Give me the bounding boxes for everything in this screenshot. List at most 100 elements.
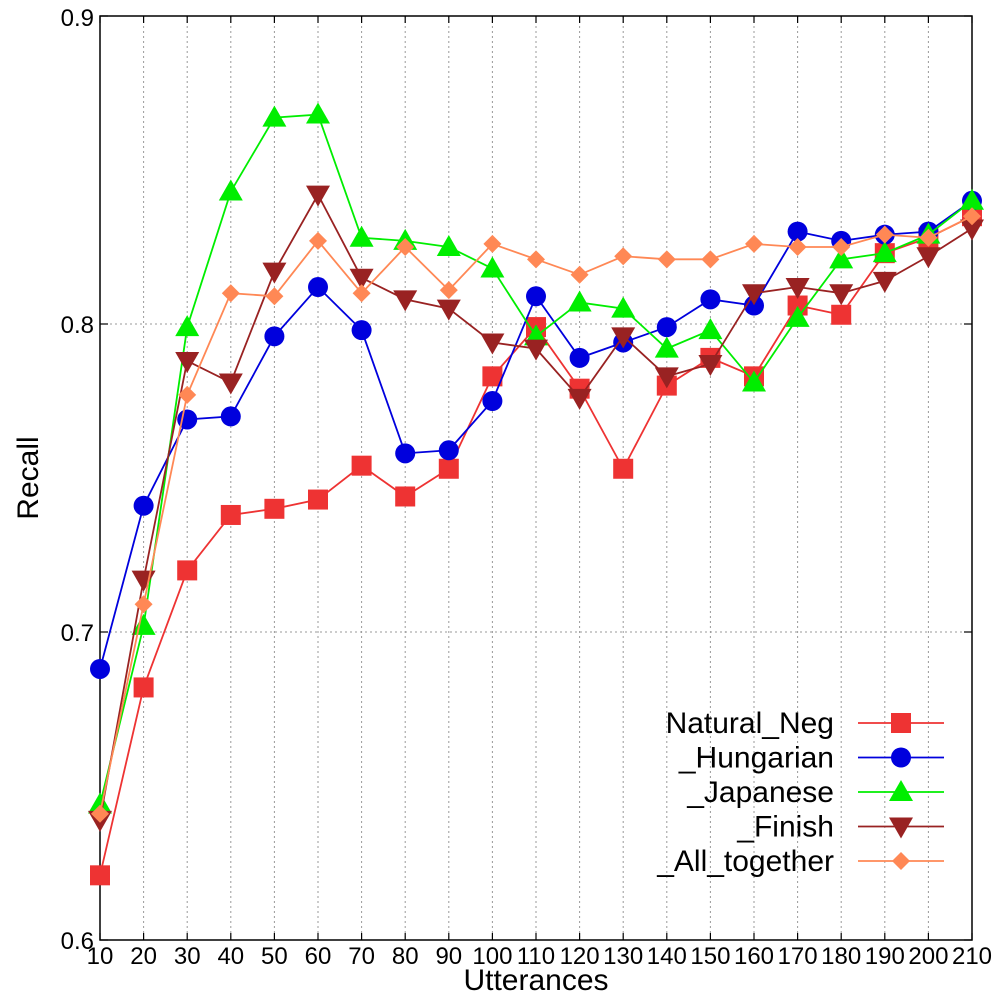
series-line [99,113,973,805]
data-point [175,351,200,373]
data-point [611,296,636,318]
data-point [611,327,636,349]
data-point [785,305,810,327]
data-point [614,247,633,266]
x-tick-label: 210 [952,943,992,970]
data-point [262,262,287,284]
data-point [264,326,285,347]
x-axis-label: Utterances [463,964,608,997]
data-point [480,256,505,278]
data-point [133,495,154,516]
data-point [742,284,766,306]
data-point [436,235,461,256]
x-tick-label: 200 [908,943,948,970]
data-point [698,318,723,340]
y-tick-label: 0.9 [61,5,94,32]
data-point [567,290,592,312]
data-point [175,315,200,337]
data-point [438,458,459,479]
x-tick-label: 70 [348,943,375,970]
legend-item: _Hungarian [678,742,944,775]
data-point [483,234,502,253]
data-point [395,486,416,507]
data-point [567,388,592,410]
data-point [916,247,941,269]
data-point [526,286,546,307]
legend-item: _Finish [736,811,944,844]
data-point [265,287,284,306]
data-point [960,188,984,210]
data-point [306,102,330,124]
data-point [829,284,854,306]
legend-label: _Hungarian [678,742,834,775]
data-point [963,207,981,226]
data-point [351,455,372,476]
x-tick-label: 180 [821,943,861,970]
data-point [90,658,110,679]
data-point [524,339,548,361]
data-point [872,241,897,263]
x-tick-label: 20 [130,943,157,970]
data-point [308,489,328,510]
data-point [177,560,198,581]
data-point [306,185,330,207]
x-tick-label: 160 [734,943,774,970]
data-point [308,277,328,298]
legend: Natural_Neg_Hungarian_Japanese_Finish_Al… [656,707,944,878]
data-point [872,271,897,293]
data-point [349,225,374,247]
x-tick-label: 150 [690,943,730,970]
data-point [527,250,545,269]
data-point [220,406,241,427]
y-tick-label: 0.7 [61,620,94,647]
data-point [785,278,810,300]
y-tick-label: 0.6 [61,928,94,955]
x-tick-label: 80 [392,943,419,970]
data-point [919,228,938,247]
data-point [656,317,677,338]
data-point [349,268,374,290]
x-tick-label: 60 [305,943,332,970]
data-point [131,570,156,592]
data-series [88,102,984,886]
legend-label: _Finish [736,811,834,844]
data-point [654,336,679,358]
data-point [480,333,505,355]
x-tick-label: 100 [472,943,512,970]
data-point [701,250,720,269]
x-tick-label: 170 [778,943,818,970]
data-point [264,498,285,519]
data-point [134,595,153,614]
legend-item: _All_together [656,845,944,878]
x-tick-label: 120 [560,943,600,970]
legend-label: _Japanese [686,776,834,809]
data-point [438,440,459,461]
data-point [654,367,679,389]
data-point [178,385,197,404]
y-tick-label: 0.8 [61,312,94,339]
x-tick-label: 110 [517,943,555,970]
data-point [218,179,243,201]
data-point [396,238,415,256]
x-tick-label: 130 [603,943,643,970]
x-tick-label: 30 [174,943,201,970]
x-tick-label: 10 [87,943,114,970]
x-tick-label: 190 [865,943,905,970]
legend-marker [891,713,911,733]
data-point [570,265,589,284]
legend-item: Natural_Neg [666,707,944,740]
axis-ticks: 10 20 30 40 50 60 70 80 90 100 110 120 130 140 150 160 1… [61,5,992,970]
legend-item: _Japanese [686,776,944,809]
data-point [221,284,240,303]
data-point [613,458,634,479]
data-point [700,289,721,310]
legend-label: Natural_Neg [666,707,834,740]
data-point [482,366,503,387]
data-point [309,231,327,250]
data-point [831,304,852,325]
data-point [218,373,243,395]
data-point [220,504,241,525]
data-point [352,284,371,303]
data-point [91,804,109,823]
